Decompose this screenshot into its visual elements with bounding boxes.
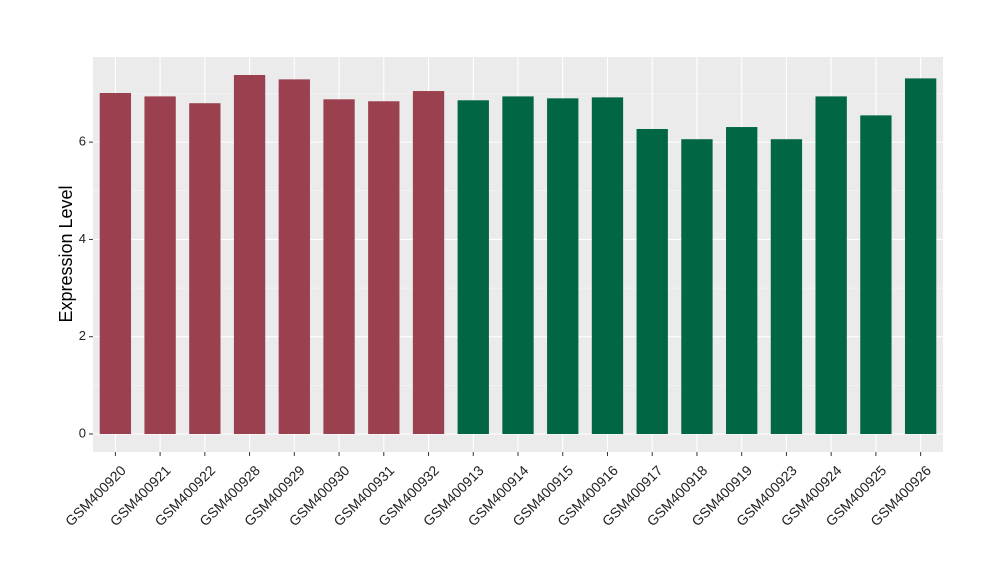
y-tick-label: 2	[79, 328, 86, 343]
bar	[233, 74, 266, 435]
bar	[591, 97, 624, 435]
bar	[144, 96, 176, 435]
bar	[904, 78, 937, 435]
bar	[457, 100, 489, 435]
y-axis-title: Expression Level	[56, 185, 76, 322]
bar	[726, 127, 758, 435]
bar	[681, 139, 713, 435]
y-tick-label: 4	[79, 231, 86, 246]
bar	[323, 99, 355, 435]
bar	[368, 101, 400, 435]
y-tick-label: 6	[79, 134, 86, 149]
bar	[815, 96, 847, 435]
bar	[547, 98, 579, 435]
bar	[502, 96, 534, 435]
bar	[99, 92, 132, 435]
bar	[412, 91, 445, 435]
y-tick-label: 0	[79, 425, 86, 440]
bar	[189, 103, 221, 435]
bar	[860, 115, 892, 435]
bar	[770, 139, 803, 435]
bar	[636, 128, 668, 435]
bar	[278, 79, 310, 435]
